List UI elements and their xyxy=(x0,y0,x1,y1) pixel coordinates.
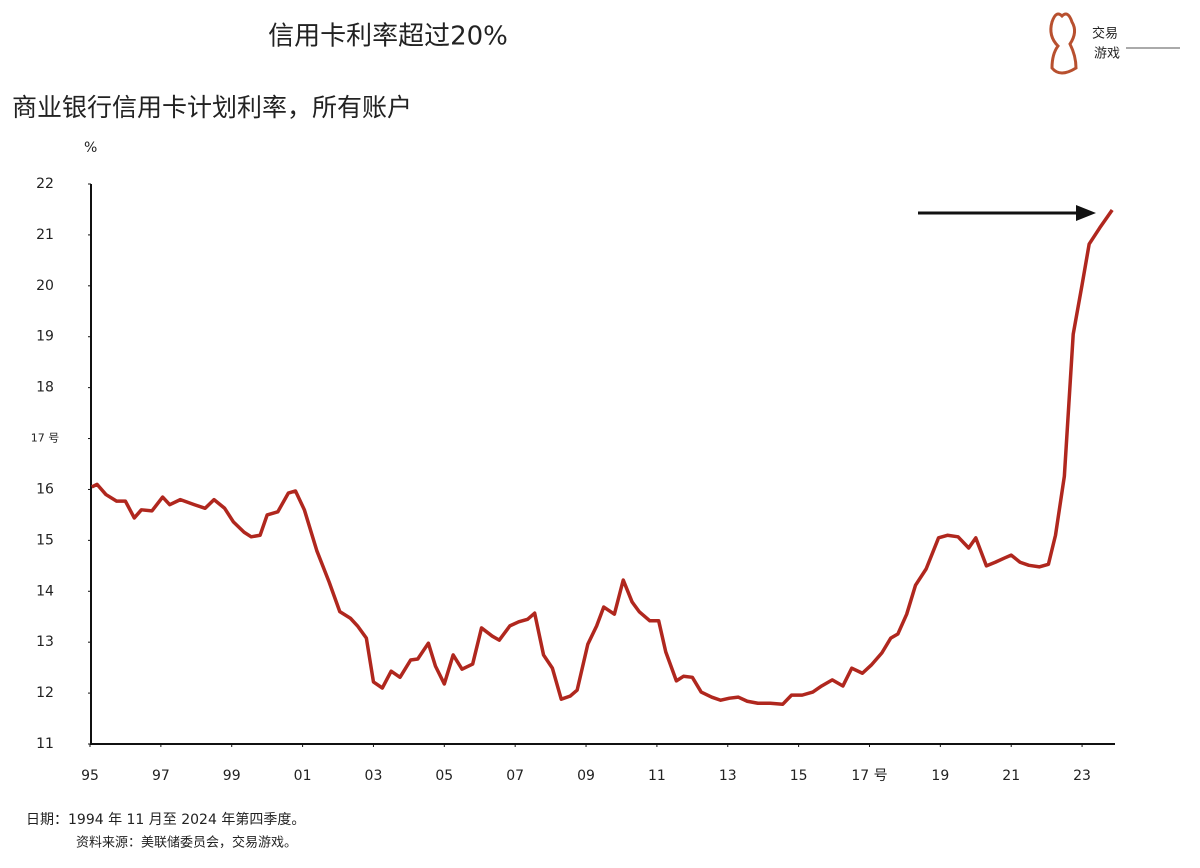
logo-icon xyxy=(1049,12,1078,75)
x-tick-label: 23 xyxy=(1073,768,1091,784)
chart-title: 信用卡利率超过20% xyxy=(268,22,508,52)
x-tick-label: 09 xyxy=(577,768,595,784)
x-tick-label: 21 xyxy=(1002,768,1020,784)
x-tick-label: 97 xyxy=(152,768,170,784)
annotation-arrow xyxy=(918,205,1096,221)
y-tick-label: 22 xyxy=(36,176,54,192)
y-tick-label: 12 xyxy=(36,685,54,701)
note: 日期：1994 年 11 月至 2024 年第四季度。 xyxy=(26,811,305,828)
x-tick-label: 03 xyxy=(365,768,383,784)
x-tick-label: 11 xyxy=(648,768,666,784)
x-tick-label: 17 号 xyxy=(851,768,887,784)
x-tick-label: 19 xyxy=(931,768,949,784)
note: 资料来源：美联储委员会，交易游戏。 xyxy=(76,835,297,851)
x-tick-label: 07 xyxy=(506,768,524,784)
y-tick-label: 15 xyxy=(36,532,54,548)
x-tick-label: 13 xyxy=(719,768,737,784)
x-tick-label: 15 xyxy=(790,768,808,784)
y-tick-label: 18 xyxy=(36,380,54,396)
x-tick-label: 05 xyxy=(435,768,453,784)
logo-text: 交易 xyxy=(1092,26,1118,42)
x-tick-label: 99 xyxy=(223,768,241,784)
y-unit: % xyxy=(84,140,97,156)
y-tick-label: 20 xyxy=(36,278,54,294)
y-tick-label: 13 xyxy=(36,634,54,650)
chart-subtitle: 商业银行信用卡计划利率，所有账户 xyxy=(12,93,412,122)
logo-text: 游戏 xyxy=(1094,47,1120,62)
y-tick-label: 16 xyxy=(36,481,54,497)
y-tick-label: 11 xyxy=(36,736,54,752)
data-line xyxy=(91,208,1114,707)
y-tick-label: 14 xyxy=(36,583,54,599)
x-tick-label: 95 xyxy=(81,768,99,784)
logo: 交易 游戏 xyxy=(1049,12,1180,75)
y-tick-label: 21 xyxy=(36,227,54,243)
x-tick-label: 01 xyxy=(294,768,312,784)
y-tick-label: 19 xyxy=(36,329,54,345)
y-tick-label: 17 号 xyxy=(31,432,60,445)
arrow-head xyxy=(1076,205,1096,221)
